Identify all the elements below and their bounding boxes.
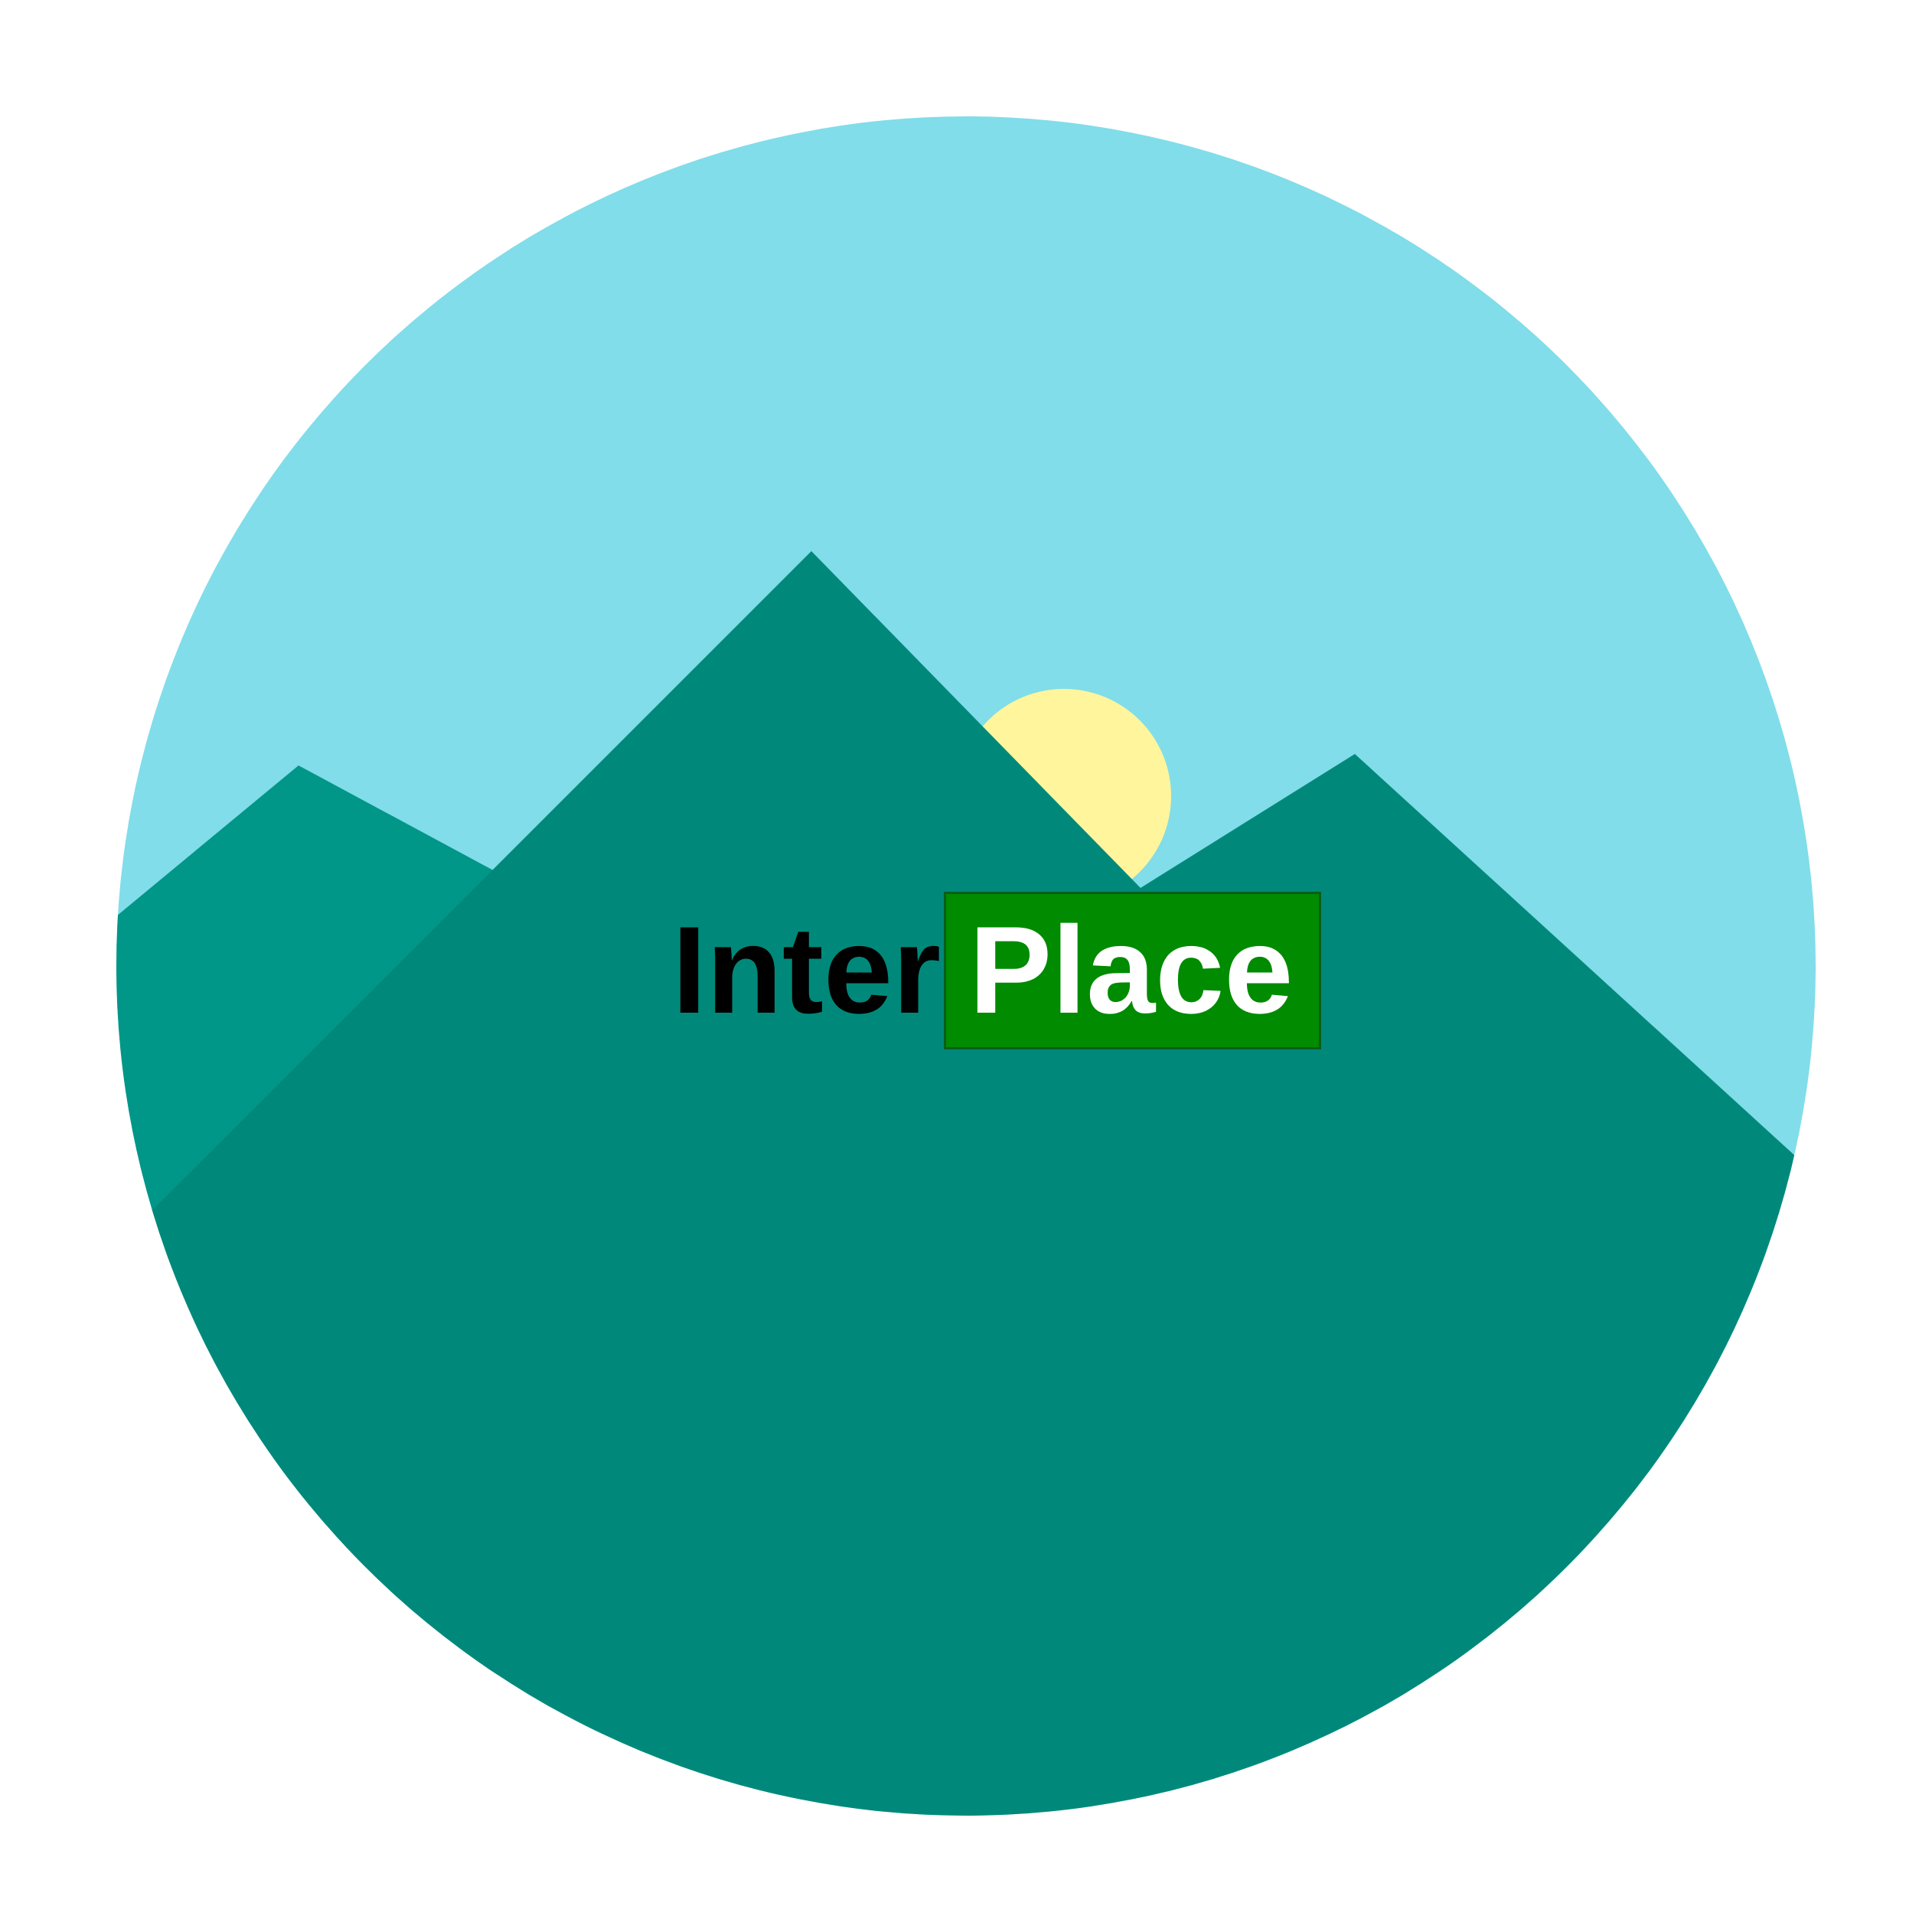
front-mountains [116, 551, 1816, 1816]
wordmark-inter: Inter [672, 901, 942, 1039]
wordmark: Inter Place [672, 892, 1322, 1049]
wordmark-place-badge: Place [944, 892, 1322, 1049]
